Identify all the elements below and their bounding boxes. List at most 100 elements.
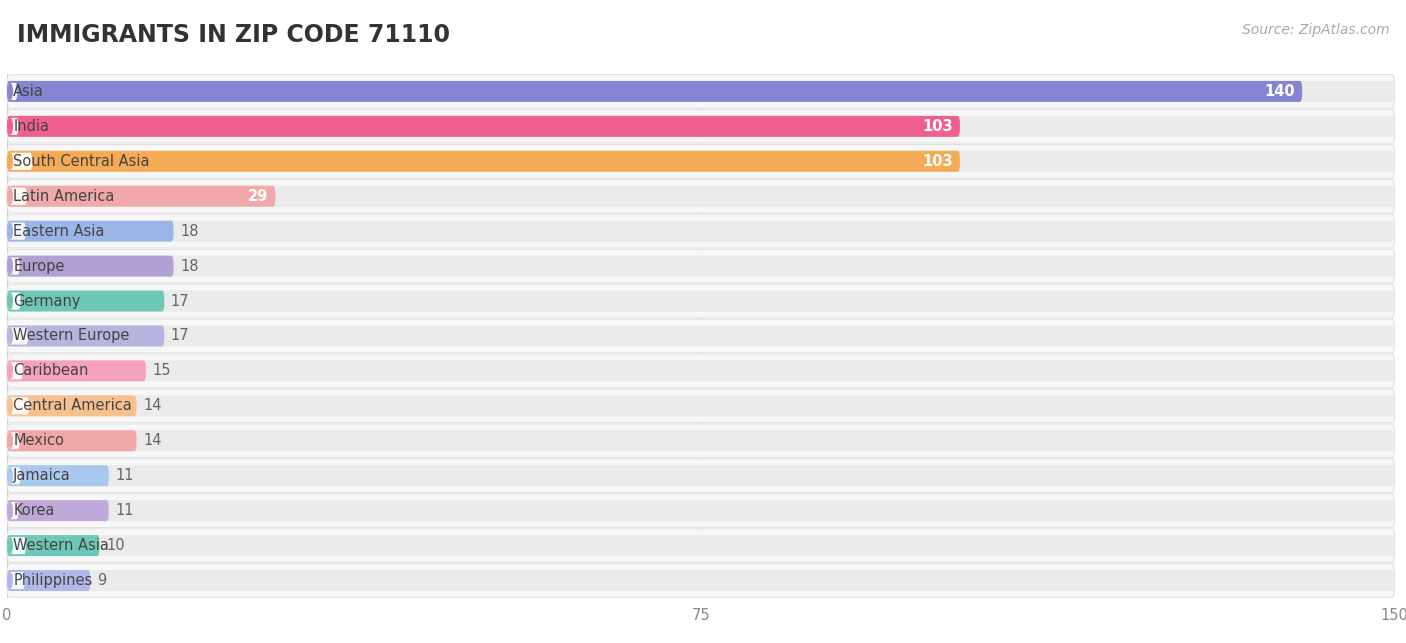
Text: Central America: Central America	[13, 399, 132, 413]
Circle shape	[8, 468, 13, 484]
FancyBboxPatch shape	[8, 118, 18, 135]
FancyBboxPatch shape	[7, 395, 136, 416]
FancyBboxPatch shape	[7, 494, 1395, 527]
Text: 18: 18	[180, 258, 198, 273]
Circle shape	[8, 433, 13, 449]
FancyBboxPatch shape	[7, 145, 1395, 178]
FancyBboxPatch shape	[8, 572, 25, 589]
Text: Korea: Korea	[13, 503, 55, 518]
Text: 9: 9	[97, 573, 105, 588]
Circle shape	[8, 538, 13, 554]
FancyBboxPatch shape	[7, 535, 1395, 556]
FancyBboxPatch shape	[8, 188, 27, 205]
Text: 103: 103	[922, 119, 952, 134]
Text: Germany: Germany	[13, 294, 80, 309]
Text: Western Asia: Western Asia	[13, 538, 110, 553]
FancyBboxPatch shape	[7, 570, 1395, 591]
FancyBboxPatch shape	[7, 564, 1395, 597]
Text: India: India	[13, 119, 49, 134]
Text: Jamaica: Jamaica	[13, 468, 70, 483]
Text: 14: 14	[143, 433, 162, 448]
Text: Latin America: Latin America	[13, 189, 114, 204]
Text: 15: 15	[152, 363, 170, 378]
Circle shape	[8, 363, 13, 379]
FancyBboxPatch shape	[7, 284, 1395, 318]
Circle shape	[8, 258, 13, 274]
FancyBboxPatch shape	[7, 361, 1395, 381]
FancyBboxPatch shape	[7, 81, 1302, 102]
FancyBboxPatch shape	[8, 467, 21, 484]
Circle shape	[8, 84, 13, 99]
FancyBboxPatch shape	[8, 537, 25, 554]
FancyBboxPatch shape	[7, 186, 276, 206]
FancyBboxPatch shape	[8, 222, 25, 240]
FancyBboxPatch shape	[8, 152, 32, 170]
Text: 103: 103	[922, 154, 952, 168]
FancyBboxPatch shape	[8, 257, 20, 275]
FancyBboxPatch shape	[8, 432, 20, 449]
FancyBboxPatch shape	[7, 430, 1395, 451]
Circle shape	[8, 188, 13, 204]
Text: 11: 11	[115, 468, 134, 483]
FancyBboxPatch shape	[7, 500, 108, 521]
FancyBboxPatch shape	[7, 151, 1395, 172]
FancyBboxPatch shape	[7, 325, 1395, 347]
Text: 11: 11	[115, 503, 134, 518]
FancyBboxPatch shape	[8, 362, 22, 379]
Text: IMMIGRANTS IN ZIP CODE 71110: IMMIGRANTS IN ZIP CODE 71110	[17, 23, 450, 46]
FancyBboxPatch shape	[7, 466, 108, 486]
Text: Asia: Asia	[13, 84, 44, 99]
Text: Caribbean: Caribbean	[13, 363, 89, 378]
Circle shape	[8, 328, 13, 344]
FancyBboxPatch shape	[7, 319, 1395, 353]
FancyBboxPatch shape	[7, 354, 1395, 388]
Text: 18: 18	[180, 224, 198, 239]
FancyBboxPatch shape	[8, 327, 28, 345]
FancyBboxPatch shape	[7, 459, 1395, 493]
Text: South Central Asia: South Central Asia	[13, 154, 149, 168]
FancyBboxPatch shape	[7, 249, 1395, 283]
FancyBboxPatch shape	[7, 75, 1395, 108]
Circle shape	[8, 573, 13, 588]
FancyBboxPatch shape	[7, 109, 1395, 143]
Text: Western Europe: Western Europe	[13, 329, 129, 343]
FancyBboxPatch shape	[7, 430, 136, 451]
FancyBboxPatch shape	[7, 221, 1395, 242]
FancyBboxPatch shape	[7, 256, 173, 276]
FancyBboxPatch shape	[7, 151, 960, 172]
Text: 14: 14	[143, 399, 162, 413]
Text: 140: 140	[1264, 84, 1295, 99]
Circle shape	[8, 503, 13, 518]
FancyBboxPatch shape	[7, 186, 1395, 206]
FancyBboxPatch shape	[7, 214, 1395, 248]
FancyBboxPatch shape	[7, 116, 960, 137]
Circle shape	[8, 293, 13, 309]
Circle shape	[8, 118, 13, 134]
Text: 17: 17	[170, 329, 190, 343]
Text: Mexico: Mexico	[13, 433, 65, 448]
FancyBboxPatch shape	[7, 529, 1395, 563]
FancyBboxPatch shape	[7, 81, 1395, 102]
Text: 10: 10	[105, 538, 125, 553]
FancyBboxPatch shape	[7, 466, 1395, 486]
FancyBboxPatch shape	[7, 325, 165, 347]
FancyBboxPatch shape	[7, 389, 1395, 422]
FancyBboxPatch shape	[7, 291, 165, 311]
Circle shape	[8, 398, 13, 413]
FancyBboxPatch shape	[7, 221, 173, 242]
FancyBboxPatch shape	[8, 293, 21, 310]
FancyBboxPatch shape	[7, 500, 1395, 521]
Text: Philippines: Philippines	[13, 573, 93, 588]
FancyBboxPatch shape	[7, 570, 90, 591]
FancyBboxPatch shape	[8, 83, 17, 100]
FancyBboxPatch shape	[7, 179, 1395, 213]
Text: Europe: Europe	[13, 258, 65, 273]
FancyBboxPatch shape	[7, 535, 100, 556]
FancyBboxPatch shape	[7, 256, 1395, 276]
Circle shape	[8, 154, 13, 169]
FancyBboxPatch shape	[8, 502, 18, 520]
Text: 17: 17	[170, 294, 190, 309]
FancyBboxPatch shape	[7, 424, 1395, 458]
Circle shape	[8, 223, 13, 239]
FancyBboxPatch shape	[7, 116, 1395, 137]
